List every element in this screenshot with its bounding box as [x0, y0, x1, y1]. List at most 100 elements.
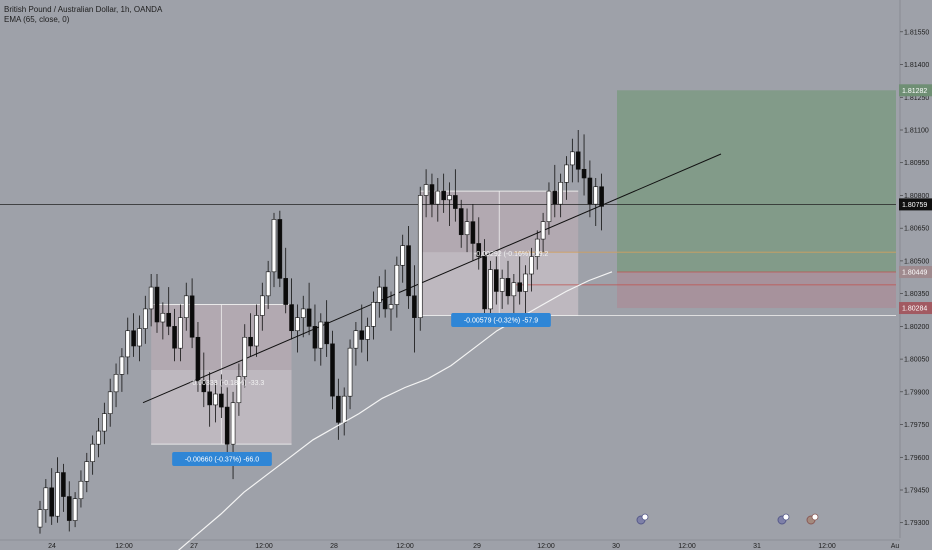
candle-body[interactable] — [189, 295, 195, 338]
candle-body[interactable] — [552, 190, 558, 205]
candle-body[interactable] — [435, 190, 441, 205]
candle-body[interactable] — [224, 406, 230, 445]
candle-body[interactable] — [347, 347, 353, 397]
candle-body[interactable] — [254, 315, 259, 347]
symbol-title[interactable]: British Pound / Australian Dollar, 1h, O… — [4, 5, 163, 14]
candle-body[interactable] — [160, 312, 166, 323]
candle-body[interactable] — [412, 295, 417, 318]
candle-body[interactable] — [400, 245, 406, 266]
earnings-event-icon[interactable] — [636, 513, 649, 525]
candle-body[interactable] — [336, 395, 341, 423]
candle-body[interactable] — [66, 496, 72, 521]
candle-body[interactable] — [236, 376, 242, 404]
candle-body[interactable] — [546, 190, 552, 222]
candle-body[interactable] — [84, 461, 90, 482]
candle-body[interactable] — [300, 308, 306, 318]
price-tag-stop[interactable] — [899, 302, 932, 315]
candle-body[interactable] — [183, 295, 189, 318]
candle-body[interactable] — [166, 312, 171, 327]
candle-body[interactable] — [406, 245, 411, 297]
candle-body[interactable] — [558, 182, 563, 205]
candle-body[interactable] — [359, 330, 365, 340]
candle-body[interactable] — [570, 151, 575, 166]
candle-body[interactable] — [429, 184, 435, 205]
candle-body[interactable] — [172, 326, 177, 349]
candle-body[interactable] — [441, 190, 446, 201]
indicator-label[interactable]: EMA (65, close, 0) — [4, 15, 70, 24]
candle-body[interactable] — [277, 219, 283, 279]
candle-body[interactable] — [470, 221, 476, 244]
candle-body[interactable] — [505, 278, 511, 297]
candle-body[interactable] — [230, 402, 236, 445]
candle-body[interactable] — [248, 336, 253, 347]
candle-body[interactable] — [102, 413, 107, 432]
candle-body[interactable] — [154, 286, 160, 323]
candle-body[interactable] — [341, 395, 347, 423]
candle-body[interactable] — [394, 264, 400, 305]
candle-body[interactable] — [283, 278, 289, 305]
candle-body[interactable] — [219, 393, 224, 408]
price-tag-current[interactable] — [899, 198, 932, 211]
candle-body[interactable] — [330, 343, 335, 397]
candle-body[interactable] — [423, 184, 429, 196]
candle-body[interactable] — [195, 336, 201, 382]
candle-body[interactable] — [37, 509, 43, 528]
candle-body[interactable] — [96, 430, 101, 445]
candle-body[interactable] — [207, 391, 212, 406]
candle-body[interactable] — [587, 177, 593, 205]
candle-body[interactable] — [137, 328, 142, 347]
candle-body[interactable] — [78, 480, 84, 500]
candle-body[interactable] — [90, 443, 95, 462]
candle-body[interactable] — [476, 243, 482, 257]
inner-range-box[interactable] — [420, 252, 579, 316]
long-position-profit-zone[interactable] — [617, 90, 896, 273]
candle-body[interactable] — [371, 302, 376, 327]
candle-body[interactable] — [599, 186, 604, 207]
candle-body[interactable] — [55, 472, 60, 517]
candle-body[interactable] — [376, 286, 382, 303]
candle-body[interactable] — [382, 286, 388, 310]
candle-body[interactable] — [61, 472, 66, 497]
candle-body[interactable] — [324, 321, 329, 345]
candle-body[interactable] — [575, 151, 581, 170]
price-tag-entry[interactable] — [899, 266, 932, 279]
measure-label-2-bg[interactable] — [451, 313, 551, 327]
candle-body[interactable] — [131, 330, 136, 347]
candle-body[interactable] — [178, 317, 183, 349]
candle-body[interactable] — [540, 221, 546, 240]
price-tag-target[interactable] — [899, 84, 932, 97]
candle-body[interactable] — [318, 321, 324, 349]
candle-body[interactable] — [581, 168, 587, 179]
candle-body[interactable] — [295, 317, 300, 332]
candle-body[interactable] — [564, 164, 569, 183]
candle-body[interactable] — [265, 271, 271, 297]
candle-body[interactable] — [113, 374, 119, 393]
candle-body[interactable] — [125, 330, 131, 358]
candle-body[interactable] — [306, 308, 312, 327]
earnings-event-icon[interactable] — [806, 513, 819, 525]
candle-body[interactable] — [523, 273, 528, 292]
candle-body[interactable] — [43, 487, 49, 510]
candle-body[interactable] — [259, 295, 265, 316]
candle-body[interactable] — [49, 487, 55, 517]
candle-body[interactable] — [447, 195, 452, 201]
candle-body[interactable] — [458, 208, 464, 236]
candle-body[interactable] — [417, 195, 423, 318]
candle-body[interactable] — [517, 282, 523, 292]
candle-body[interactable] — [201, 380, 207, 393]
candle-body[interactable] — [271, 219, 277, 273]
candle-body[interactable] — [143, 308, 148, 329]
candle-body[interactable] — [529, 256, 534, 275]
ema-line[interactable] — [175, 271, 613, 550]
long-position-stop-zone[interactable] — [617, 272, 896, 309]
candle-body[interactable] — [511, 282, 517, 297]
candle-body[interactable] — [482, 256, 487, 310]
earnings-event-icon[interactable] — [777, 513, 790, 525]
candle-body[interactable] — [453, 195, 458, 209]
candle-body[interactable] — [242, 336, 248, 377]
candle-body[interactable] — [148, 286, 154, 310]
candle-body[interactable] — [365, 326, 370, 340]
candle-body[interactable] — [72, 498, 78, 521]
candle-body[interactable] — [119, 356, 125, 375]
